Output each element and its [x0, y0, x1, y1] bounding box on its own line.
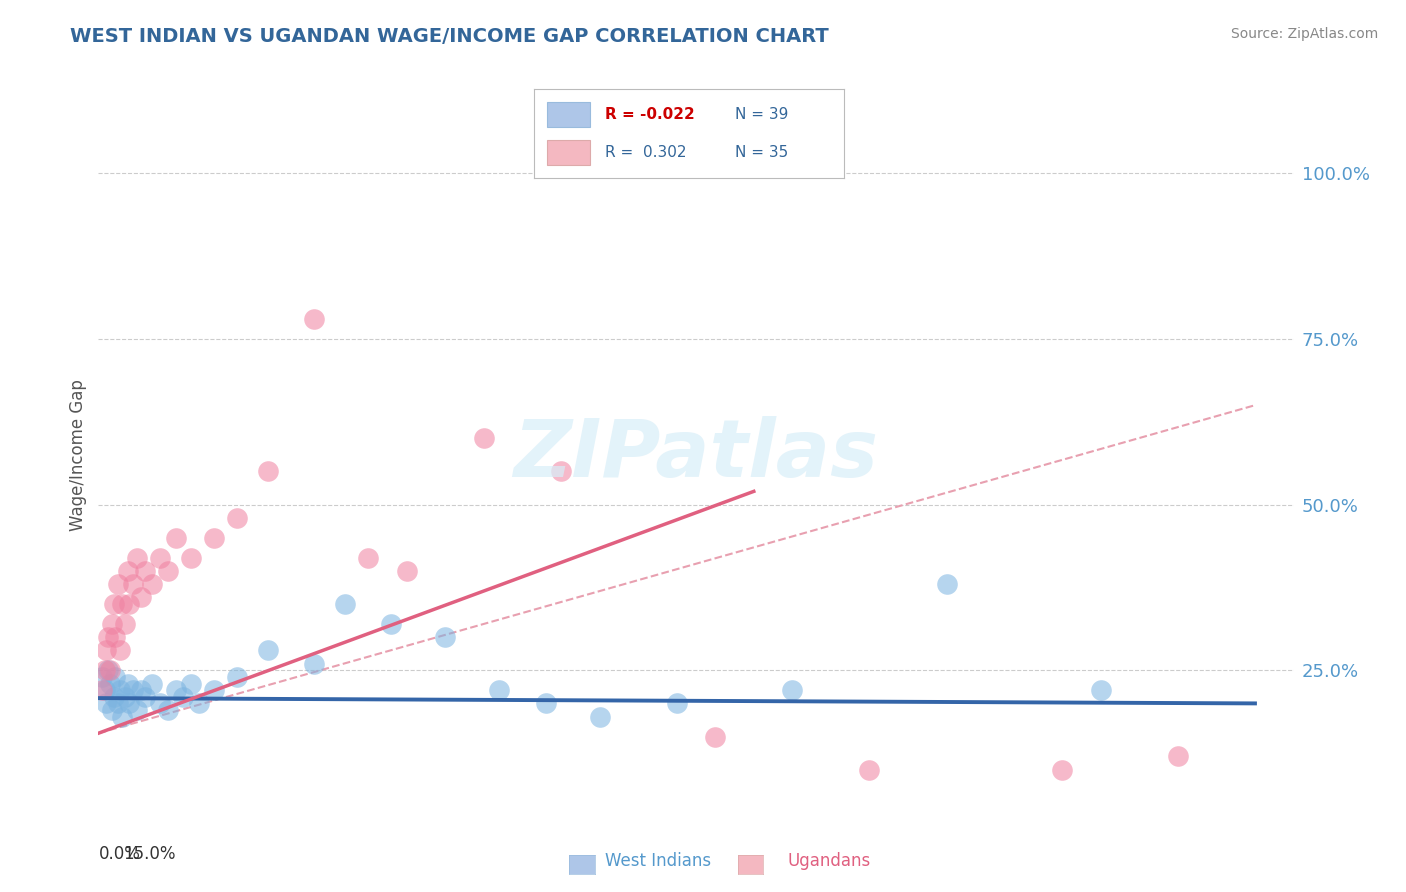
Point	[588, 709, 610, 723]
Text: Ugandans: Ugandans	[787, 852, 870, 870]
Point	[257, 465, 280, 479]
Point	[108, 643, 131, 657]
Point	[103, 597, 125, 611]
Text: WEST INDIAN VS UGANDAN WAGE/INCOME GAP CORRELATION CHART: WEST INDIAN VS UGANDAN WAGE/INCOME GAP C…	[70, 27, 830, 45]
Point	[149, 550, 172, 565]
Point	[104, 630, 127, 644]
Point	[122, 577, 145, 591]
Point	[472, 431, 495, 445]
Point	[118, 597, 141, 611]
Bar	[547, 140, 591, 165]
Point	[103, 690, 125, 704]
Point	[488, 683, 510, 698]
Point	[304, 657, 326, 671]
Point	[101, 616, 124, 631]
Point	[108, 683, 131, 698]
Point	[94, 697, 117, 711]
Point	[380, 616, 402, 631]
Point	[107, 697, 129, 711]
Point	[226, 670, 249, 684]
Text: N = 35: N = 35	[735, 145, 789, 160]
Point	[156, 703, 179, 717]
Point	[97, 630, 120, 644]
Point	[129, 591, 152, 605]
Point	[304, 312, 326, 326]
Point	[1090, 683, 1112, 698]
Point	[129, 683, 152, 698]
Point	[165, 531, 187, 545]
Point	[434, 630, 457, 644]
Text: R =  0.302: R = 0.302	[606, 145, 688, 160]
Point	[97, 663, 120, 677]
Point	[187, 697, 209, 711]
Point	[172, 690, 194, 704]
Point	[1167, 749, 1189, 764]
Y-axis label: Wage/Income Gap: Wage/Income Gap	[69, 379, 87, 531]
Point	[110, 597, 132, 611]
Point	[357, 550, 380, 565]
Point	[93, 663, 115, 677]
Point	[202, 683, 225, 698]
Point	[257, 643, 280, 657]
Point	[156, 564, 179, 578]
Point	[110, 709, 132, 723]
Point	[858, 763, 880, 777]
Point	[180, 550, 202, 565]
Point	[107, 577, 129, 591]
Point	[534, 697, 557, 711]
Point	[333, 597, 356, 611]
Point	[149, 697, 172, 711]
Point	[125, 550, 148, 565]
Point	[134, 564, 156, 578]
Point	[91, 670, 114, 684]
Text: R = -0.022: R = -0.022	[606, 107, 695, 121]
Point	[704, 730, 727, 744]
Point	[98, 663, 121, 677]
Point	[93, 683, 115, 698]
Point	[165, 683, 187, 698]
Point	[114, 690, 136, 704]
Text: West Indians: West Indians	[605, 852, 710, 870]
Point	[141, 577, 163, 591]
Point	[114, 616, 136, 631]
Point	[665, 697, 688, 711]
Point	[202, 531, 225, 545]
Point	[101, 703, 124, 717]
Point	[104, 670, 127, 684]
Point	[141, 676, 163, 690]
Bar	[547, 102, 591, 127]
Point	[117, 564, 139, 578]
Point	[118, 697, 141, 711]
Point	[122, 683, 145, 698]
Point	[550, 465, 572, 479]
Point	[395, 564, 418, 578]
Point	[98, 676, 121, 690]
Point	[1050, 763, 1073, 777]
Point	[782, 683, 804, 698]
Point	[180, 676, 202, 690]
Point	[935, 577, 957, 591]
Text: 0.0%: 0.0%	[98, 845, 141, 863]
Point	[125, 703, 148, 717]
Text: Source: ZipAtlas.com: Source: ZipAtlas.com	[1230, 27, 1378, 41]
Point	[117, 676, 139, 690]
Point	[226, 511, 249, 525]
Point	[91, 683, 114, 698]
Text: ZIPatlas: ZIPatlas	[513, 416, 879, 494]
Point	[94, 643, 117, 657]
Point	[134, 690, 156, 704]
Text: 15.0%: 15.0%	[122, 845, 176, 863]
Text: N = 39: N = 39	[735, 107, 789, 121]
